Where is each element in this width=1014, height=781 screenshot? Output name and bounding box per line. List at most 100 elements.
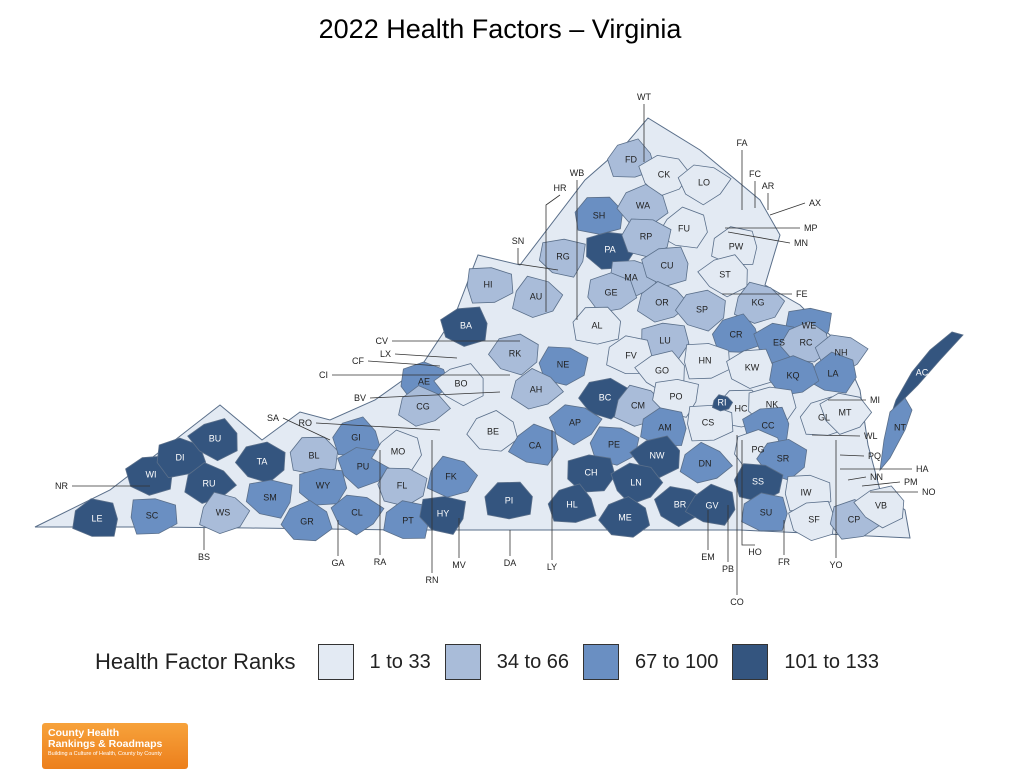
county-label-hl: HL (566, 499, 578, 509)
callout-label-fa: FA (736, 138, 747, 148)
county-label-nh: NH (835, 347, 848, 357)
county-label-kg: KG (751, 297, 764, 307)
county-label-bo: BO (454, 378, 467, 388)
callout-line-lx (394, 353, 458, 359)
county-label-wa: WA (636, 200, 650, 210)
county-pi (484, 481, 533, 520)
callout-label-cv: CV (375, 336, 388, 346)
logo-line-3: Building a Culture of Health, County by … (48, 751, 162, 757)
county-label-gi: GI (351, 432, 361, 442)
callout-label-mn: MN (794, 238, 808, 248)
callout-label-mi: MI (870, 395, 880, 405)
county-label-ri: RI (718, 397, 727, 407)
county-label-dn: DN (699, 458, 712, 468)
county-label-ta: TA (257, 456, 268, 466)
callout-line-ho (741, 440, 755, 546)
county-label-ln: LN (630, 477, 642, 487)
county-fk (426, 455, 479, 498)
county-vb (853, 485, 905, 529)
county-ba (440, 306, 488, 347)
county-label-kw: KW (745, 362, 760, 372)
county-ri (711, 394, 734, 412)
county-cl (330, 494, 385, 536)
legend-item-2: 34 to 66 (444, 644, 569, 680)
county-label-lu: LU (659, 335, 671, 345)
county-bu (187, 418, 238, 462)
county-label-hn: HN (699, 355, 712, 365)
county-ca (507, 423, 559, 466)
county-au (512, 275, 564, 318)
logo-line-1: County Health (48, 727, 120, 739)
county-label-or: OR (655, 297, 669, 307)
county-hi (466, 267, 514, 304)
county-ws (199, 491, 251, 535)
county-label-nw: NW (650, 450, 665, 460)
county-hl (547, 483, 597, 523)
county-lo (677, 164, 732, 206)
county-di (156, 437, 207, 479)
legend-label-4: 101 to 133 (784, 650, 879, 673)
county-me (598, 496, 651, 538)
callout-label-hr: HR (554, 183, 567, 193)
county-label-sm: SM (263, 492, 277, 502)
county-label-pa: PA (604, 244, 615, 254)
county-label-iw: IW (801, 487, 813, 497)
county-label-pt: PT (402, 515, 414, 525)
county-ah (510, 368, 564, 410)
county-labels: LE SC WI DI BU RU TA WS SM BL WY GI PU GR CL MO FL PT HI BA… (91, 154, 928, 526)
county-label-ru: RU (203, 478, 216, 488)
callout-line-mn (727, 231, 791, 244)
callout-label-ci: CI (319, 370, 328, 380)
county-le (72, 498, 118, 537)
county-label-ba: BA (460, 320, 472, 330)
county-kw (726, 348, 774, 389)
callout-label-wt: WT (637, 92, 651, 102)
callout-label-lx: LX (380, 349, 391, 359)
county-gv (684, 483, 736, 526)
callout-line-cf (367, 360, 441, 367)
callout-label-ra: RA (374, 557, 387, 567)
county-label-gv: GV (705, 500, 718, 510)
callout-line-wl (811, 434, 861, 437)
county-label-fv: FV (625, 350, 637, 360)
county-rk (487, 333, 539, 376)
county-label-cp: CP (848, 514, 861, 524)
callout-label-sn: SN (512, 236, 525, 246)
county-ap (548, 404, 603, 446)
county-label-ah: AH (530, 384, 543, 394)
county-label-hi: HI (484, 279, 493, 289)
county-label-rc: RC (800, 337, 813, 347)
county-label-pw: PW (729, 241, 744, 251)
callout-line-sa (282, 417, 331, 441)
county-label-bc: BC (599, 392, 612, 402)
county-label-fk: FK (445, 471, 457, 481)
county-label-ap: AP (569, 417, 581, 427)
callout-label-nr: NR (55, 481, 68, 491)
county-label-rp: RP (640, 231, 653, 241)
callout-label-mp: MP (804, 223, 818, 233)
callout-label-sa: SA (267, 413, 279, 423)
county-mo (371, 429, 422, 472)
county-label-sh: SH (593, 210, 606, 220)
county-health-rankings-logo: County Health Rankings & Roadmaps Buildi… (42, 723, 188, 769)
county-label-pi: PI (505, 495, 514, 505)
county-label-fd: FD (625, 154, 637, 164)
callout-line-pq (839, 454, 865, 457)
county-pe (589, 426, 640, 466)
county-label-fl: FL (397, 480, 408, 490)
callout-label-fc: FC (749, 169, 761, 179)
county-label-go: GO (655, 365, 669, 375)
legend-label-3: 67 to 100 (635, 650, 719, 673)
county-label-am: AM (658, 422, 672, 432)
callout-label-co: CO (730, 597, 744, 607)
county-or (637, 281, 690, 323)
county-sm (245, 479, 293, 519)
callout-label-yo: YO (829, 560, 842, 570)
callout-line-ro (315, 422, 441, 431)
county-pw (711, 226, 758, 265)
county-label-mo: MO (391, 446, 406, 456)
county-ch (567, 454, 616, 493)
county-label-au: AU (530, 291, 543, 301)
county-label-di: DI (176, 452, 185, 462)
